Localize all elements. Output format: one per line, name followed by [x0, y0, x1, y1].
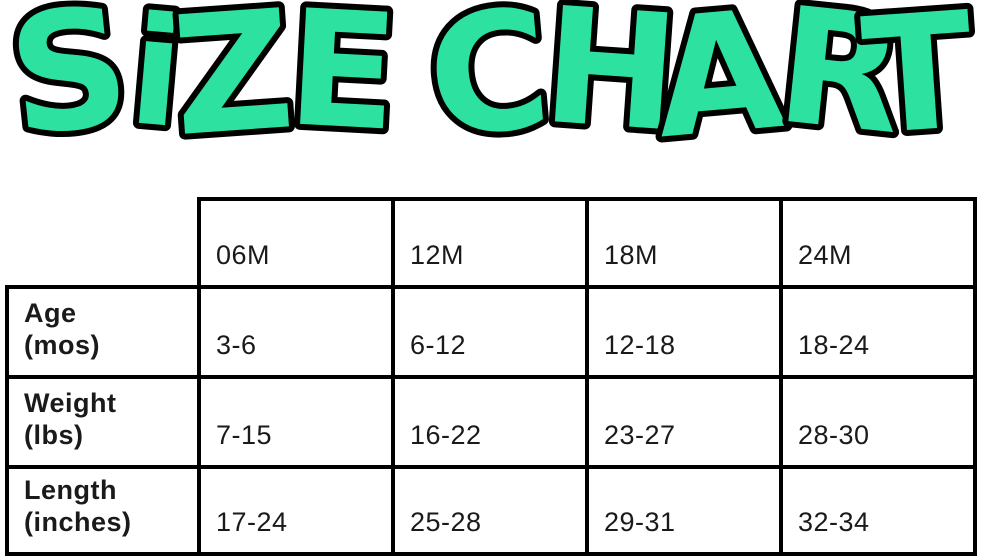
table-cell: 29-31 [585, 465, 783, 556]
title-letter: S [0, 0, 137, 160]
table-cell: 28-30 [779, 375, 977, 469]
row-label-line: (lbs) [24, 420, 84, 451]
table-cell: 16-22 [391, 375, 589, 469]
table-cell: 17-24 [197, 465, 395, 556]
title-letter: E [283, 0, 402, 160]
table-cell: 18-24 [779, 285, 977, 379]
table-row-length: Length (inches) 17-24 25-28 29-31 32-34 [5, 465, 977, 556]
table-header-row: 06M 12M 18M 24M [7, 197, 977, 289]
table-cell: 3-6 [197, 285, 395, 379]
title-lettering: S i Z E C H A R T [0, 0, 984, 160]
title-letter: A [648, 0, 791, 160]
table-cell: 6-12 [391, 285, 589, 379]
title-letter: C [421, 0, 558, 160]
corner-cell [7, 199, 199, 287]
column-header-06m: 06M [197, 197, 395, 289]
size-table: 06M 12M 18M 24M Age (mos) 3-6 6-12 12-18… [5, 197, 977, 556]
page-title: S i Z E C H A R T [0, 0, 984, 160]
column-header-18m: 18M [585, 197, 783, 289]
table-row-age: Age (mos) 3-6 6-12 12-18 18-24 [5, 285, 977, 379]
row-label-age: Age (mos) [5, 285, 201, 379]
row-label-line: Weight [24, 388, 117, 419]
table-cell: 25-28 [391, 465, 589, 556]
table-cell: 7-15 [197, 375, 395, 469]
title-letter: Z [167, 0, 299, 160]
table-cell: 32-34 [779, 465, 977, 556]
column-header-24m: 24M [779, 197, 977, 289]
table-row-weight: Weight (lbs) 7-15 16-22 23-27 28-30 [5, 375, 977, 469]
row-label-line: (mos) [24, 330, 100, 361]
row-label-line: (inches) [24, 507, 132, 538]
row-label-weight: Weight (lbs) [5, 375, 201, 469]
title-letter: H [538, 0, 685, 160]
column-header-12m: 12M [391, 197, 589, 289]
title-letter: T [857, 0, 979, 160]
row-label-length: Length (inches) [5, 465, 201, 556]
table-cell: 23-27 [585, 375, 783, 469]
row-label-line: Length [24, 475, 117, 506]
row-label-line: Age [24, 298, 77, 329]
title-letter: R [770, 0, 912, 160]
table-cell: 12-18 [585, 285, 783, 379]
